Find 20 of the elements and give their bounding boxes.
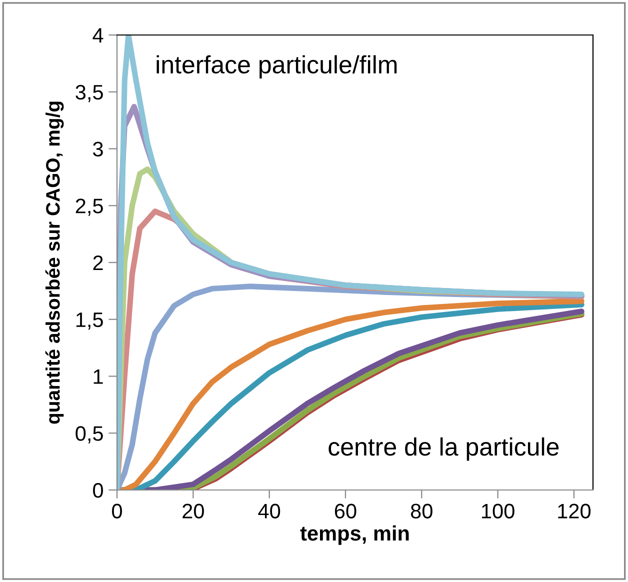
x-tick-label: 40 xyxy=(258,504,280,518)
y-tick-label: 0,5 xyxy=(76,426,103,444)
x-tick-label: 20 xyxy=(182,504,204,518)
x-tick-label: 120 xyxy=(558,504,591,518)
x-axis-title: temps, min xyxy=(300,525,409,545)
y-tick-label: 3 xyxy=(93,142,103,157)
x-tick-label: 60 xyxy=(334,504,356,518)
y-tick-label: 0 xyxy=(93,483,103,498)
x-tick-label: 80 xyxy=(410,504,432,518)
y-tick-label: 2,5 xyxy=(76,198,103,216)
y-tick-label: 2 xyxy=(93,256,103,270)
y-tick-label: 1 xyxy=(94,369,103,384)
y-tick-label: 3,5 xyxy=(76,84,103,102)
y-tick-label: 1,5 xyxy=(76,312,103,330)
x-tick-label: 100 xyxy=(482,504,514,518)
x-tick-label: 0 xyxy=(112,504,122,518)
y-axis-title: quantité adsorbée sur CAGO, mg/g xyxy=(45,102,64,424)
y-tick-label: 4 xyxy=(92,28,104,43)
annotation: interface particule/film xyxy=(156,55,397,78)
annotation: centre de la particule xyxy=(328,437,559,461)
